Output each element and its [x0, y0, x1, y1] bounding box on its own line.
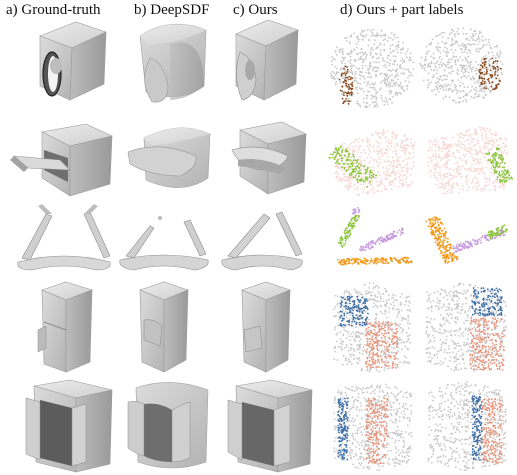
mesh-row3-ours — [221, 211, 303, 271]
mesh-row2-deepsdf — [127, 127, 211, 188]
point-cloud-row3-left — [337, 207, 413, 266]
point-cloud-row5-left — [333, 383, 413, 471]
column-header-ours-part-labels: d) Ours + part labels — [340, 2, 464, 18]
mesh-row4-deepsdf — [139, 281, 189, 373]
mesh-row3-ground-truth — [17, 204, 111, 271]
point-cloud-row4-left — [333, 282, 411, 373]
point-cloud-row2-right — [427, 126, 514, 195]
mesh-row1-ground-truth — [39, 21, 107, 101]
point-cloud-row4-right — [425, 282, 507, 372]
point-cloud-row2-left — [328, 128, 416, 196]
column-header-ours: c) Ours — [233, 2, 278, 18]
mesh-row3-deepsdf — [119, 216, 209, 271]
mesh-row1-ours — [235, 19, 299, 101]
column-header-deepsdf: b) DeepSDF — [134, 2, 210, 18]
column-header-ground-truth: a) Ground-truth — [6, 2, 101, 18]
mesh-row5-deepsdf — [127, 382, 209, 469]
point-cloud-row1-right — [419, 27, 504, 104]
point-cloud-row1-left — [329, 28, 415, 109]
mesh-row4-ground-truth — [37, 281, 93, 373]
mesh-row2-ours — [231, 121, 307, 195]
point-cloud-row3-right — [425, 216, 508, 264]
mesh-row5-ours — [227, 379, 313, 473]
mesh-row4-ours — [241, 281, 291, 373]
mesh-row2-ground-truth — [10, 123, 113, 197]
mesh-row1-deepsdf — [139, 23, 207, 103]
point-cloud-row5-right — [427, 380, 507, 472]
mesh-row5-ground-truth — [25, 379, 113, 473]
